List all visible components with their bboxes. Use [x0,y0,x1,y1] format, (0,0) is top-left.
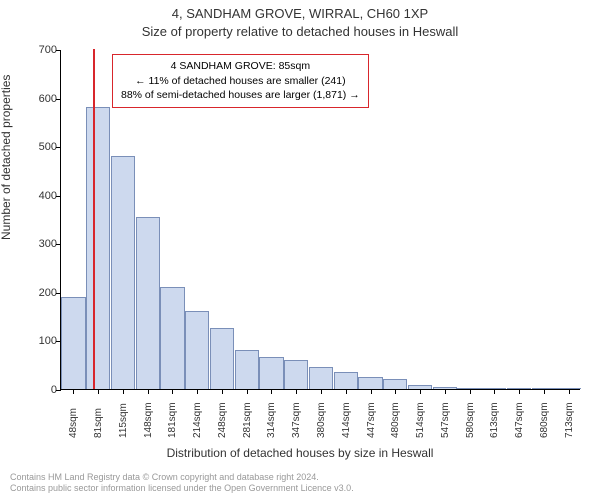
footer-line-2: Contains public sector information licen… [10,483,354,495]
footer-line-1: Contains HM Land Registry data © Crown c… [10,472,354,484]
title-line-2: Size of property relative to detached ho… [0,24,600,39]
x-tick-label: 680sqm [539,402,550,438]
y-tick-label: 200 [21,287,57,299]
y-tick-label: 100 [21,335,57,347]
bar [383,379,407,389]
plot-area: 010020030040050060070048sqm81sqm115sqm14… [60,50,580,390]
x-tick-mark [346,389,347,394]
x-tick-label: 81sqm [93,408,104,438]
highlight-line [93,49,95,389]
x-tick-mark [73,389,74,394]
bar [358,377,382,389]
y-tick-label: 400 [21,190,57,202]
y-tick-label: 300 [21,238,57,250]
bar [284,360,308,389]
x-tick-mark [494,389,495,394]
x-tick-label: 314sqm [266,402,277,438]
x-tick-label: 414sqm [341,402,352,438]
x-tick-label: 713sqm [564,402,575,438]
x-tick-mark [222,389,223,394]
y-tick-mark [56,147,61,148]
bar [309,367,333,389]
bar [259,357,283,389]
x-tick-label: 447sqm [366,402,377,438]
y-tick-mark [56,196,61,197]
x-tick-label: 647sqm [514,402,525,438]
x-tick-label: 613sqm [489,402,500,438]
x-tick-mark [271,389,272,394]
x-tick-label: 214sqm [192,402,203,438]
y-tick-label: 700 [21,44,57,56]
bar [160,287,184,389]
x-tick-mark [445,389,446,394]
x-tick-mark [197,389,198,394]
x-tick-mark [519,389,520,394]
bar [334,372,358,389]
info-line-3: 88% of semi-detached houses are larger (… [121,88,360,103]
y-tick-label: 500 [21,141,57,153]
y-tick-label: 0 [21,384,57,396]
bar [61,297,85,389]
y-tick-mark [56,293,61,294]
x-tick-label: 181sqm [167,402,178,438]
x-tick-mark [395,389,396,394]
y-tick-mark [56,50,61,51]
x-tick-label: 115sqm [118,403,129,438]
bar [185,311,209,389]
x-tick-label: 580sqm [465,402,476,438]
x-tick-mark [420,389,421,394]
bar [210,328,234,389]
x-tick-mark [569,389,570,394]
info-line-2: ← 11% of detached houses are smaller (24… [121,74,360,89]
x-tick-mark [172,389,173,394]
x-tick-mark [296,389,297,394]
x-tick-label: 380sqm [316,402,327,438]
y-axis-label: Number of detached properties [0,75,13,240]
x-tick-label: 547sqm [440,402,451,438]
x-tick-label: 281sqm [242,402,253,438]
footer: Contains HM Land Registry data © Crown c… [10,472,354,495]
x-tick-mark [321,389,322,394]
x-tick-mark [148,389,149,394]
title-line-1: 4, SANDHAM GROVE, WIRRAL, CH60 1XP [0,6,600,21]
y-tick-mark [56,390,61,391]
chart-container: 4, SANDHAM GROVE, WIRRAL, CH60 1XP Size … [0,0,600,500]
x-tick-mark [123,389,124,394]
x-tick-mark [247,389,248,394]
x-tick-label: 514sqm [415,402,426,438]
x-tick-mark [544,389,545,394]
x-tick-label: 248sqm [217,402,228,438]
x-tick-label: 347sqm [291,402,302,438]
bar [86,107,110,389]
bar [111,156,135,389]
info-line-1: 4 SANDHAM GROVE: 85sqm [121,59,360,74]
x-tick-label: 48sqm [68,408,79,438]
y-tick-mark [56,99,61,100]
bar [235,350,259,389]
bar [136,217,160,389]
x-tick-mark [470,389,471,394]
x-tick-mark [98,389,99,394]
y-tick-label: 600 [21,93,57,105]
y-tick-mark [56,244,61,245]
x-axis-label: Distribution of detached houses by size … [0,446,600,460]
x-tick-label: 148sqm [143,402,154,438]
x-tick-label: 480sqm [390,402,401,438]
x-tick-mark [371,389,372,394]
info-box: 4 SANDHAM GROVE: 85sqm ← 11% of detached… [112,54,369,108]
